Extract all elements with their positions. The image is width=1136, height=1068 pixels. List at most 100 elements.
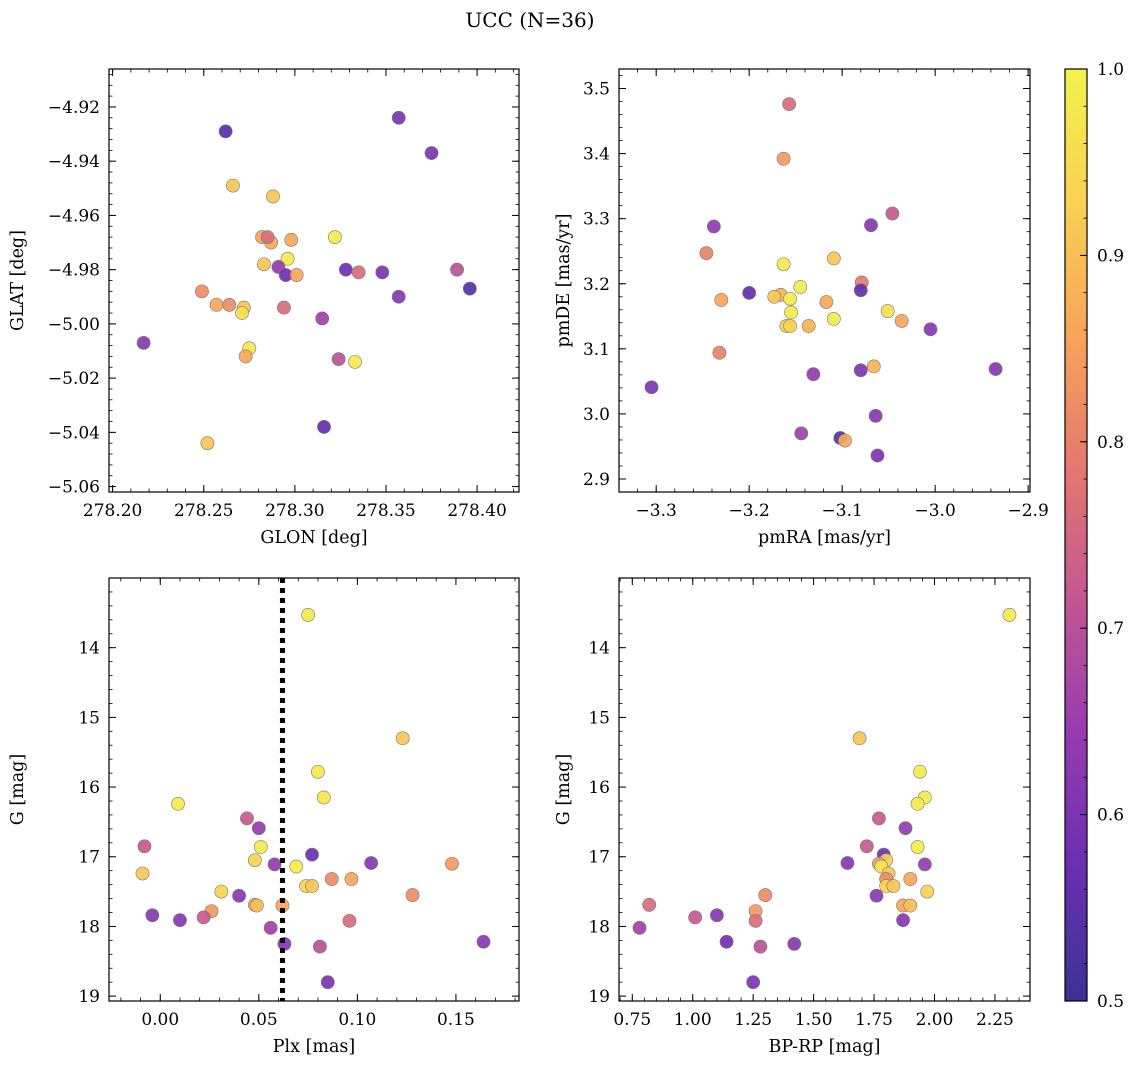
figure-title: UCC (N=36)	[465, 8, 594, 32]
data-point	[240, 811, 254, 826]
data-point	[710, 908, 724, 923]
panel-2: −3.3 −3.2 −3.1 −3.0 −2.9 2.9 3.0 3.1 3.2 3.3 3.4 3.…	[554, 68, 1049, 548]
x-tick-label: 0.15	[437, 1010, 475, 1030]
colorbar-frame	[1064, 68, 1088, 1002]
y-tick-label: 18	[588, 917, 610, 937]
data-point	[644, 380, 659, 395]
data-point	[776, 257, 791, 272]
data-point	[903, 872, 918, 886]
data-point	[853, 283, 868, 298]
x-tick-label: 278.20	[83, 501, 142, 521]
colorbar-tick-label: 0.9	[1097, 246, 1124, 266]
data-point	[222, 298, 237, 312]
x-tick-label: 0.05	[240, 1010, 278, 1030]
x-tick-label: −3.2	[729, 501, 770, 521]
data-point	[866, 359, 881, 374]
data-point	[896, 913, 910, 928]
data-point	[316, 790, 331, 805]
data-point	[218, 124, 233, 139]
data-point	[280, 251, 295, 266]
data-point	[315, 311, 330, 326]
x-tick-label: 0.10	[338, 1010, 376, 1030]
data-point	[256, 257, 271, 272]
data-point	[840, 856, 855, 870]
data-point	[806, 367, 821, 382]
data-point	[784, 305, 798, 320]
data-point	[758, 888, 773, 902]
data-point	[688, 910, 703, 925]
data-point	[348, 354, 362, 369]
data-point	[632, 920, 647, 935]
data-point	[783, 319, 797, 333]
colorbar-tick-label: 0.7	[1097, 619, 1124, 639]
y-tick-label: −4.96	[48, 206, 100, 226]
data-point	[783, 291, 797, 306]
data-point	[787, 936, 802, 951]
data-point	[988, 362, 1003, 376]
scatter-points	[135, 608, 491, 990]
data-point	[742, 285, 757, 300]
y-tick-label: −4.94	[48, 152, 100, 172]
data-point	[913, 764, 927, 779]
data-point	[226, 178, 240, 193]
axes-frame	[618, 68, 1031, 493]
data-point	[136, 335, 151, 350]
y-tick-label: 19	[78, 987, 100, 1007]
data-point	[311, 764, 325, 779]
axes-frame	[618, 577, 1031, 1002]
data-point	[364, 856, 379, 870]
colorbar-tick-label: 0.8	[1097, 433, 1124, 453]
data-point	[173, 913, 187, 928]
data-point	[746, 975, 761, 990]
data-point	[209, 298, 224, 312]
panel-1: 278.20 278.25 278.30 278.35 278.40 −4.92 −4.94…	[8, 68, 520, 548]
data-point	[714, 293, 729, 307]
data-point	[871, 811, 886, 826]
y-tick-label: 3.5	[583, 80, 610, 100]
colorbar-tick-label: 1.0	[1097, 60, 1124, 80]
y-tick-label: −5.02	[48, 369, 100, 389]
data-point	[137, 839, 152, 854]
x-tick-label: 278.30	[265, 501, 324, 521]
x-tick-label: −2.9	[1007, 501, 1048, 521]
data-point	[305, 847, 319, 862]
data-point	[898, 821, 913, 836]
axes-frame	[108, 577, 520, 1002]
data-point	[260, 230, 275, 245]
data-point	[320, 975, 335, 990]
x-tick-label: 2.25	[976, 1010, 1014, 1030]
x-tick-label: 278.40	[447, 501, 506, 521]
data-point	[462, 281, 477, 296]
y-tick-label: 15	[78, 708, 100, 728]
y-tick-label: −5.04	[48, 423, 100, 443]
y-tick-label: −5.06	[48, 478, 100, 498]
data-point	[880, 304, 895, 318]
data-point	[1002, 608, 1017, 622]
y-tick-label: 3.1	[583, 340, 610, 360]
panel-3: 0.00 0.05 0.10 0.15 14 15 16 17 18 19 Plx [mas] G […	[8, 577, 520, 1057]
scatter-points	[644, 97, 1003, 463]
y-tick-label: 3.2	[583, 275, 610, 295]
data-point	[910, 796, 925, 811]
y-tick-label: 16	[588, 778, 610, 798]
scatter-points	[136, 110, 477, 451]
data-point	[214, 884, 229, 899]
data-point	[885, 206, 900, 221]
data-point	[826, 311, 841, 326]
data-point	[706, 219, 721, 234]
data-point	[317, 420, 331, 434]
data-point	[289, 268, 304, 282]
x-tick-label: 1.00	[674, 1010, 712, 1030]
colorbar: 0.5 0.6 0.7 0.8 0.9 1.0	[1064, 60, 1124, 1012]
data-point	[263, 920, 278, 935]
colorbar-tick-label: 0.5	[1097, 992, 1124, 1012]
data-point	[748, 913, 763, 928]
data-point	[886, 879, 901, 893]
data-point	[267, 857, 282, 872]
x-tick-label: 278.35	[356, 501, 415, 521]
data-point	[852, 731, 867, 746]
y-tick-label: −4.92	[48, 98, 100, 118]
data-point	[145, 908, 160, 923]
data-point	[328, 230, 342, 245]
y-tick-label: 18	[78, 917, 100, 937]
